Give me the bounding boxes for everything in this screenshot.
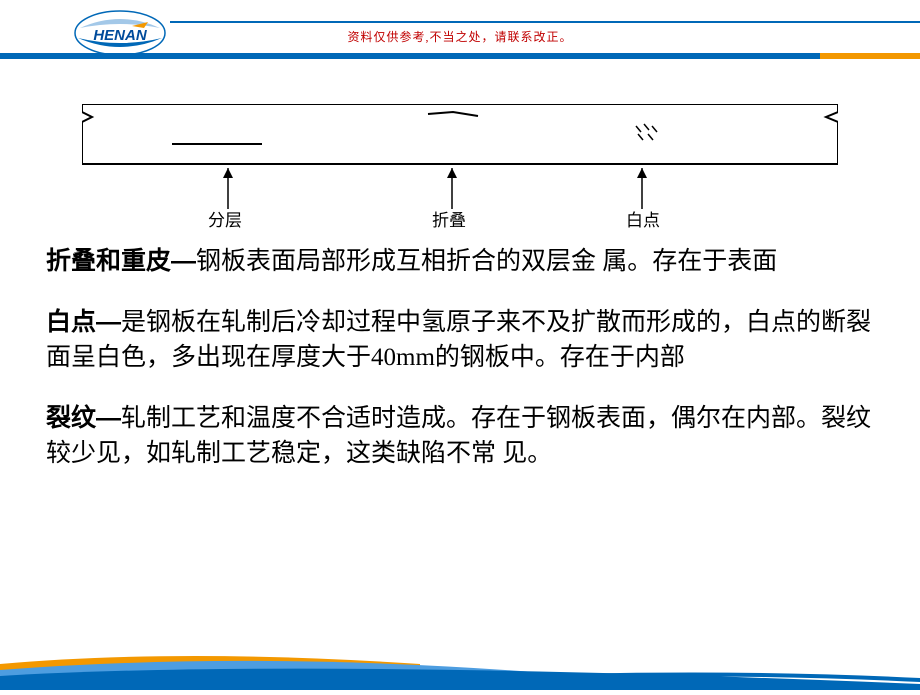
term-3: 裂纹—	[46, 404, 121, 432]
svg-text:白点: 白点	[626, 211, 660, 230]
svg-text:折叠: 折叠	[432, 211, 466, 230]
paragraph-1: 折叠和重皮—钢板表面局部形成互相折合的双层金 属。存在于表面	[46, 244, 874, 279]
top-blue-line	[170, 12, 920, 16]
term-2: 白点—	[46, 308, 121, 336]
content: 折叠和重皮—钢板表面局部形成互相折合的双层金 属。存在于表面 白点—是钢板在轧制…	[46, 244, 874, 497]
bottom-decoration-svg	[0, 640, 920, 690]
paragraph-3: 裂纹—轧制工艺和温度不合适时造成。存在于钢板表面，偶尔在内部。裂纹较少见，如轧制…	[46, 401, 874, 471]
diagram-svg: 分层 折叠 白点	[82, 104, 838, 234]
svg-text:HENAN: HENAN	[93, 27, 148, 44]
body-3: 轧制工艺和温度不合适时造成。存在于钢板表面，偶尔在内部。裂纹较少见，如轧制工艺稳…	[46, 405, 871, 467]
slide: 资料仅供参考,不当之处，请联系改正。 HENAN 分层折叠白点 · 折叠和重皮—…	[0, 0, 920, 690]
top-blue-line-svg	[170, 21, 920, 25]
diagram: 分层 折叠 白点	[82, 104, 838, 234]
term-1: 折叠和重皮—	[46, 247, 196, 275]
watermark: ·	[0, 350, 920, 366]
logo: HENAN	[70, 8, 170, 58]
svg-text:分层: 分层	[208, 211, 242, 230]
body-1: 钢板表面局部形成互相折合的双层金 属。存在于表面	[196, 248, 777, 275]
bottom-decoration	[0, 640, 920, 690]
logo-svg: HENAN	[70, 8, 170, 58]
